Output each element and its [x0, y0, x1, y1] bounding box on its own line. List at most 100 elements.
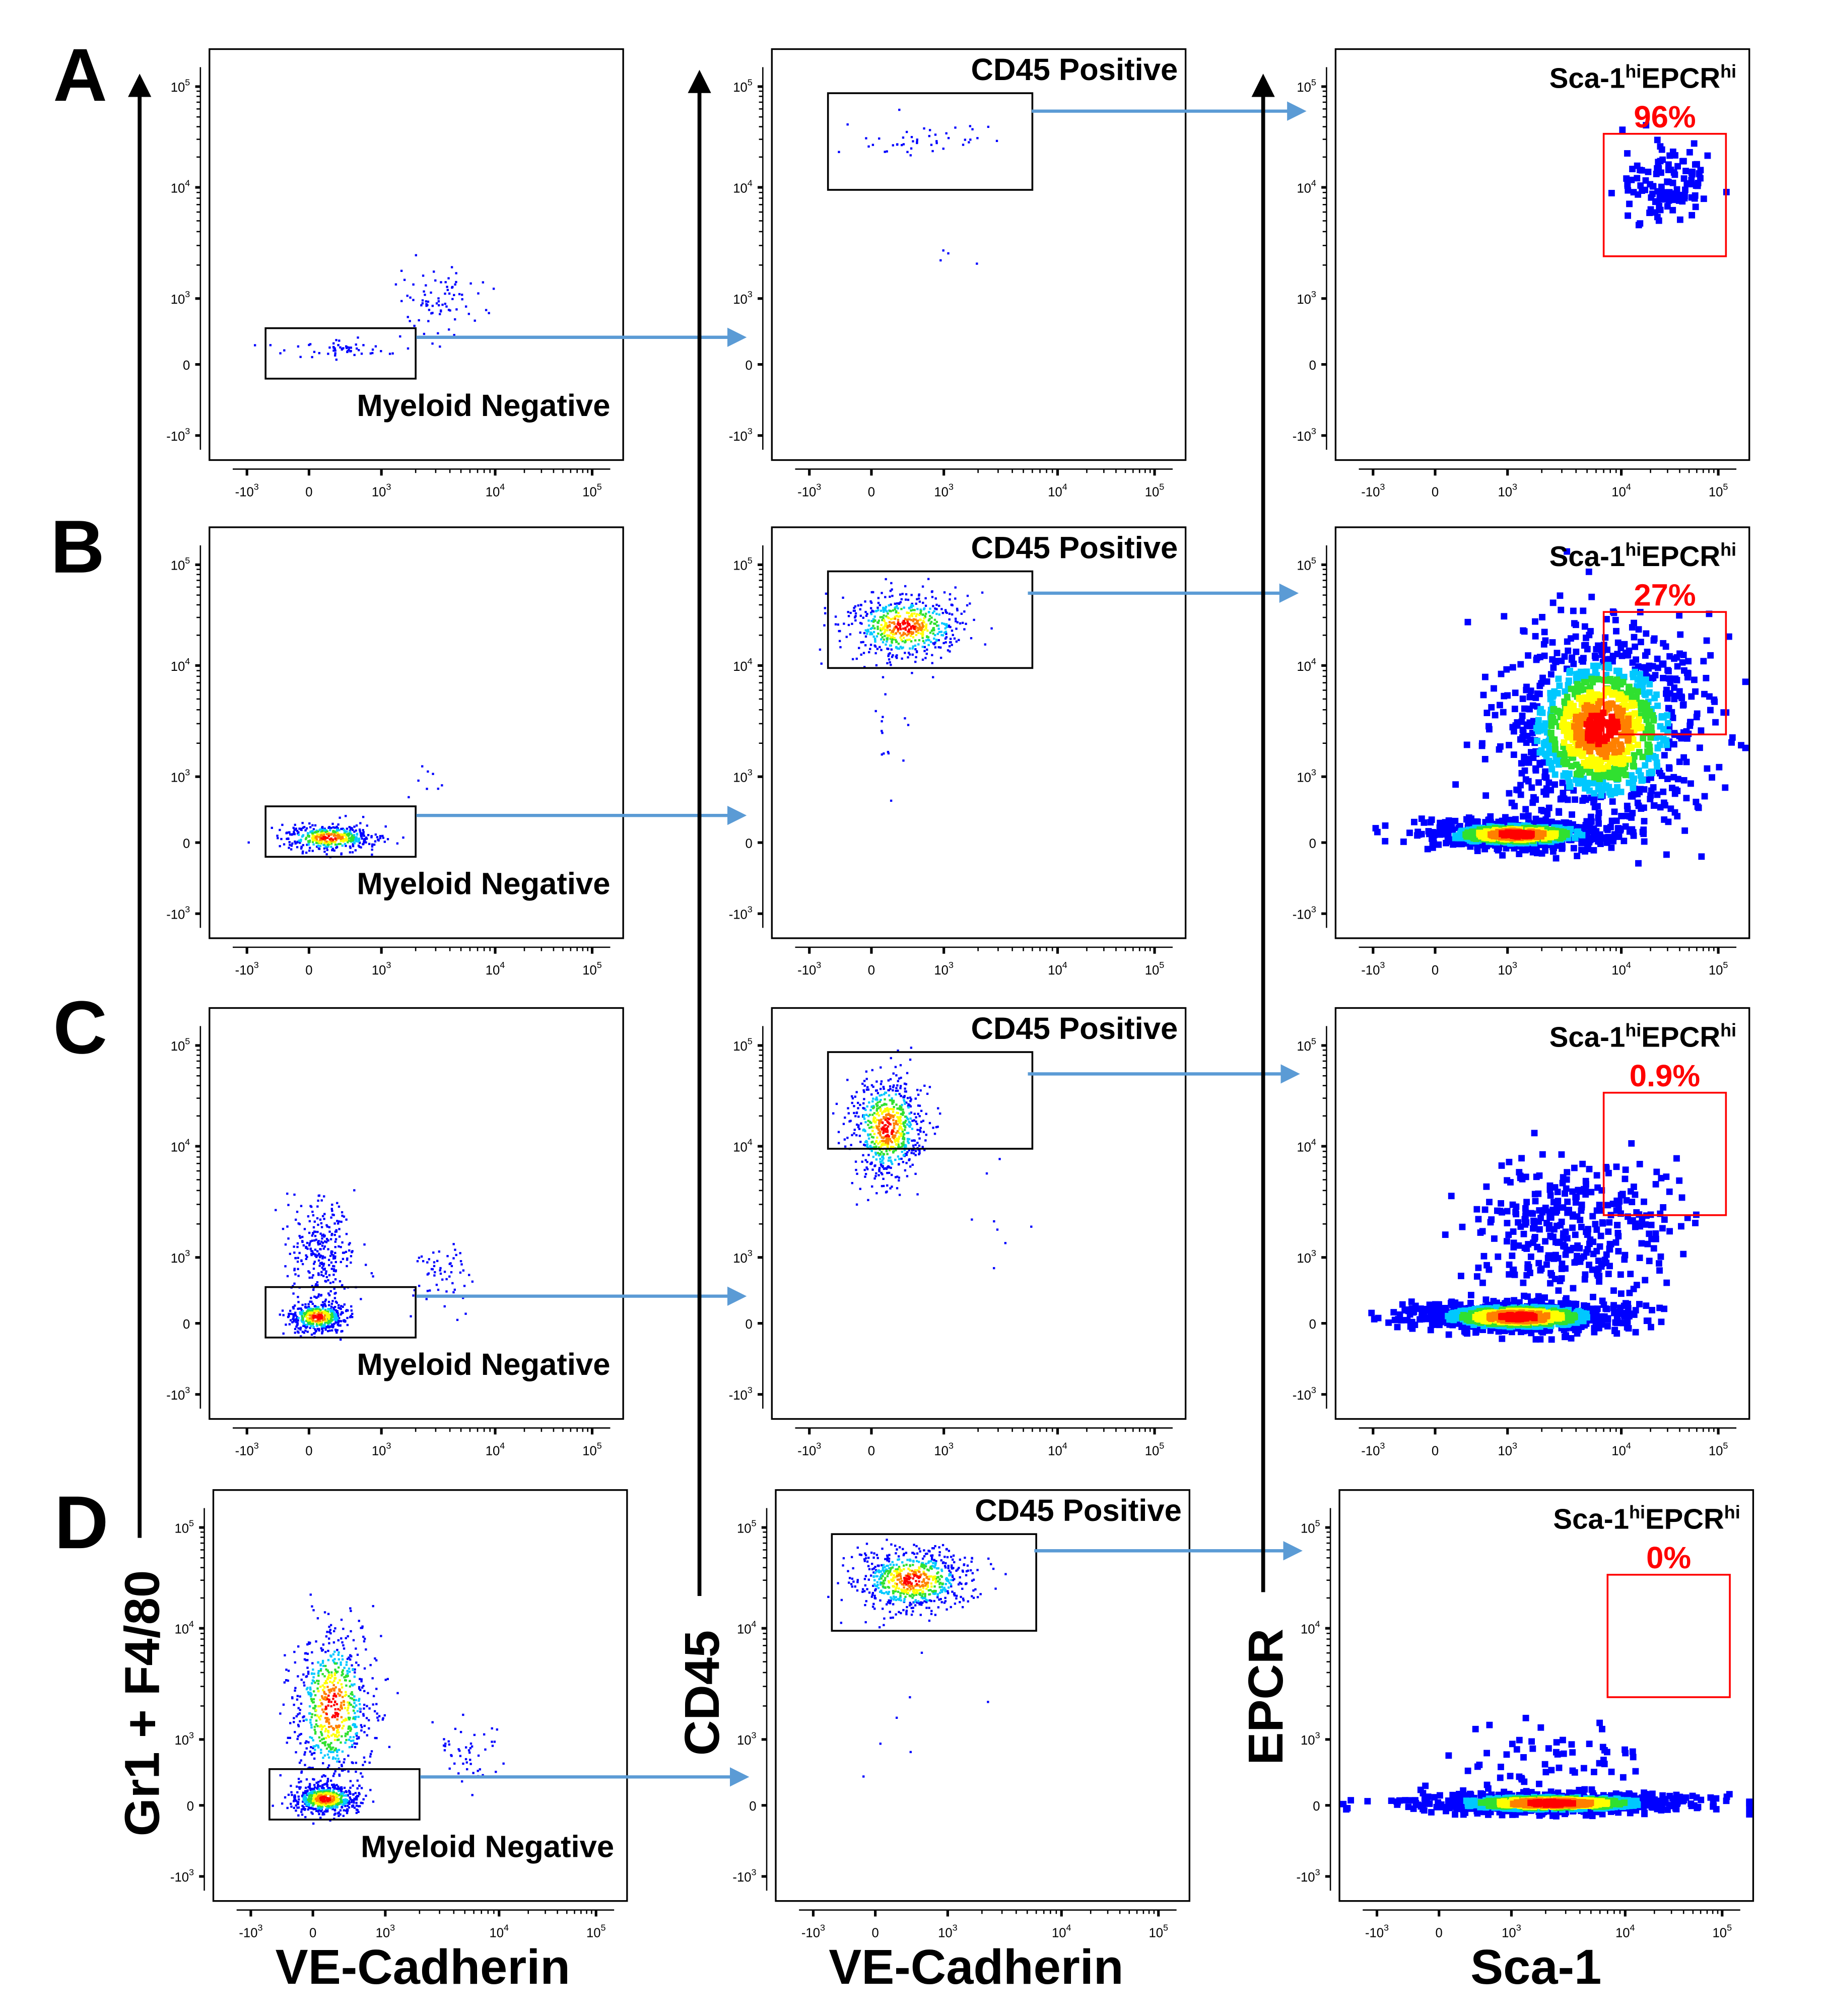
data-point	[335, 825, 338, 828]
data-point	[842, 596, 844, 599]
data-point	[917, 1113, 919, 1115]
data-point	[916, 627, 919, 629]
data-point	[880, 1164, 883, 1167]
data-point	[936, 1126, 939, 1128]
data-point	[1622, 823, 1629, 830]
data-point	[326, 1239, 329, 1241]
data-point	[310, 1206, 313, 1208]
data-point	[908, 1121, 910, 1123]
data-point	[1628, 772, 1635, 779]
data-point	[900, 639, 903, 641]
data-point	[338, 1228, 341, 1230]
data-point	[880, 1088, 882, 1090]
data-point	[337, 1317, 341, 1319]
data-point	[857, 604, 860, 607]
data-point	[282, 1332, 285, 1335]
tick-base: 0	[1432, 485, 1439, 499]
data-point	[296, 1211, 299, 1213]
data-point	[421, 299, 424, 302]
data-point	[921, 1146, 924, 1148]
data-point	[1427, 819, 1434, 826]
data-point	[945, 132, 948, 134]
data-point	[1608, 190, 1615, 196]
data-point	[1658, 714, 1665, 721]
data-point	[1663, 851, 1670, 858]
data-point	[318, 1253, 320, 1255]
x-tick-label: 105	[582, 1441, 602, 1458]
data-point	[444, 303, 446, 305]
data-point	[330, 1316, 333, 1318]
data-point	[921, 658, 924, 661]
data-point	[357, 838, 360, 841]
data-point	[337, 1222, 340, 1225]
data-point	[896, 143, 899, 146]
data-point	[1667, 805, 1674, 812]
data-point	[335, 844, 338, 846]
data-point	[1649, 190, 1656, 197]
data-point	[1418, 830, 1425, 838]
data-point	[935, 624, 938, 627]
data-point	[358, 841, 361, 844]
data-point	[351, 1251, 353, 1254]
data-point	[1698, 727, 1705, 734]
data-point	[453, 294, 455, 297]
gate-rectangle	[1602, 132, 1727, 257]
data-point	[968, 141, 970, 144]
data-point	[317, 1223, 319, 1226]
data-point	[314, 1255, 317, 1257]
data-point	[410, 1315, 412, 1317]
data-point	[321, 1330, 324, 1333]
data-point	[897, 1080, 900, 1082]
data-point	[924, 612, 927, 615]
data-point	[868, 624, 870, 627]
data-point	[1630, 791, 1637, 798]
data-point	[1551, 781, 1558, 788]
data-point	[319, 841, 322, 844]
data-point	[319, 1323, 321, 1325]
data-point	[452, 1291, 455, 1294]
data-point	[357, 840, 360, 843]
data-point	[1584, 646, 1591, 653]
data-point	[1506, 790, 1513, 797]
y-tick-label: 103	[733, 1248, 753, 1266]
data-point	[951, 644, 953, 646]
data-point	[324, 842, 327, 844]
data-point	[358, 349, 360, 352]
data-point	[870, 611, 872, 614]
gate-label-myeloid-negative: Myeloid Negative	[357, 388, 610, 423]
tick-exponent: 5	[597, 482, 602, 492]
data-point	[300, 1309, 303, 1311]
data-point	[887, 1159, 890, 1162]
data-point	[897, 621, 900, 623]
data-point	[837, 1131, 840, 1133]
data-point	[333, 1257, 336, 1260]
data-point	[907, 598, 910, 601]
data-point	[834, 623, 837, 625]
data-point	[440, 309, 442, 312]
data-point	[871, 1168, 874, 1171]
gate-label-sca1-epcr: Sca-1hiEPCRhi	[1549, 539, 1736, 572]
tick-base: 10	[171, 1140, 185, 1154]
data-point	[956, 607, 959, 610]
tick-exponent: 4	[500, 482, 505, 492]
data-point	[904, 717, 906, 720]
data-point	[334, 1252, 336, 1255]
data-point	[911, 647, 914, 650]
data-point	[906, 625, 909, 628]
data-point	[1654, 655, 1661, 662]
data-point	[898, 1194, 901, 1196]
data-point	[297, 1307, 299, 1310]
data-point	[884, 628, 887, 631]
data-point	[861, 1082, 864, 1085]
data-point	[1595, 676, 1602, 683]
data-point	[1601, 742, 1608, 749]
data-point	[908, 638, 911, 641]
data-point	[320, 837, 323, 840]
data-point	[322, 1316, 324, 1319]
data-point	[877, 1154, 881, 1157]
data-point	[913, 625, 916, 628]
data-point	[335, 339, 337, 341]
data-point	[889, 1078, 892, 1081]
data-point	[907, 618, 910, 621]
data-point	[334, 1313, 337, 1315]
